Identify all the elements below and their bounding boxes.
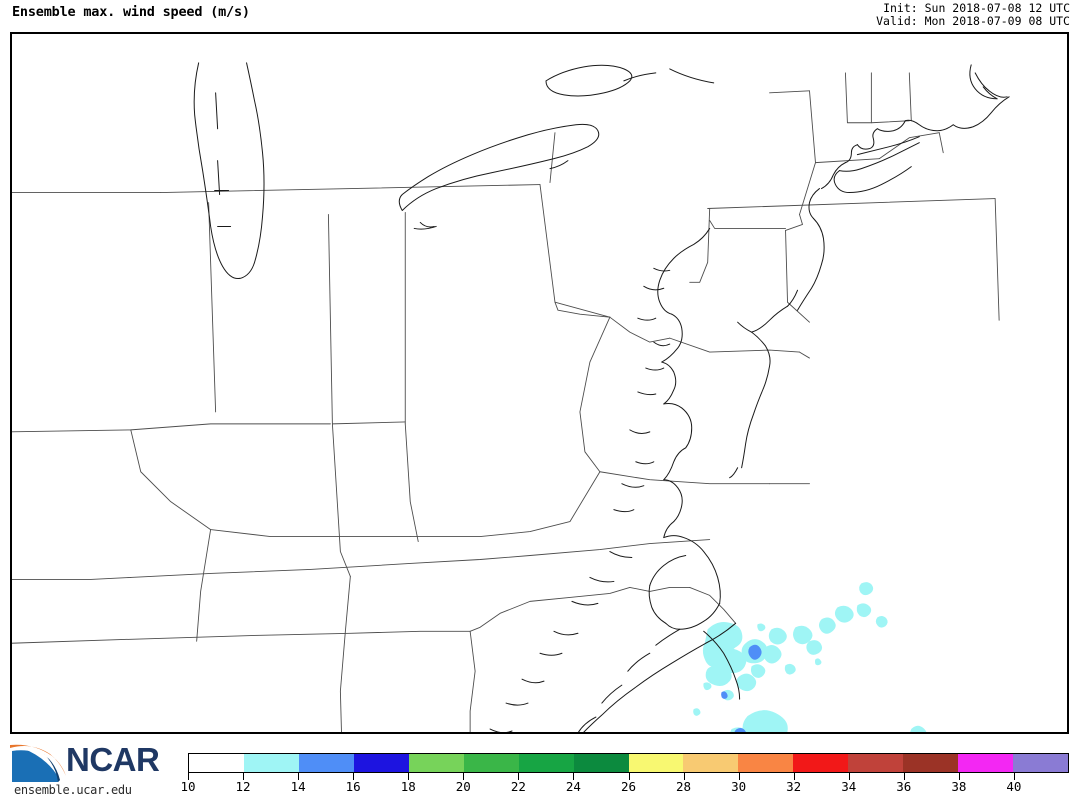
colorbar-band-30-32 [738,754,794,772]
colorbar-tick-28 [683,773,685,780]
colorbar-band-36-38 [903,754,959,772]
ncar-wordmark: NCAR [66,741,160,778]
colorbar-label-30: 30 [731,779,747,794]
colorbar-band-32-34 [793,754,849,772]
map-frame-border [11,33,1068,733]
colorbar-label-28: 28 [676,779,692,794]
colorbar-band-16-18 [353,754,409,772]
ncar-logo[interactable]: NCAR ensemble.ucar.edu [6,741,182,797]
colorbar-label-38: 38 [951,779,967,794]
colorbar-label-20: 20 [455,779,471,794]
coastlines [193,62,1010,733]
colorbar-band-28-30 [683,754,739,772]
colorbar-tick-40 [1013,773,1015,780]
map-panel[interactable] [10,32,1069,734]
wind-shading-band-12-14 [693,582,927,733]
colorbar-label-40: 40 [1006,779,1022,794]
colorbar-tick-labels: 10 12 14 16 18 20 22 24 26 28 30 32 34 36 38 40 [180,779,1069,797]
colorbar-band-40-42 [1013,754,1068,772]
colorbar-tick-26 [628,773,630,780]
colorbar-tick-36 [903,773,905,780]
colorbar-tick-14 [298,773,300,780]
colorbar-label-18: 18 [400,779,416,794]
forecast-timestamps: Init: Sun 2018-07-08 12 UTC Valid: Mon 2… [876,2,1070,28]
colorbar-tick-16 [353,773,355,780]
wind-shading-band-14-16 [721,644,762,733]
colorbar-tick-12 [243,773,245,780]
colorbar-label-12: 12 [235,779,251,794]
ncar-logo-mark [10,744,66,782]
colorbar-label-36: 36 [896,779,912,794]
colorbar-label-22: 22 [510,779,526,794]
colorbar-band-20-22 [463,754,519,772]
colorbar-band-14-16 [298,754,354,772]
colorbar-band-22-24 [518,754,574,772]
colorbar-tick-30 [738,773,740,780]
valid-time-label: Valid: Mon 2018-07-09 08 UTC [876,14,1070,28]
colorbar-band-10-12 [189,754,244,772]
colorbar-tick-34 [848,773,850,780]
colorbar-band-38-40 [958,754,1014,772]
ncar-url-label: ensemble.ucar.edu [14,783,132,797]
colorbar-band-12-14 [243,754,299,772]
colorbar-label-10: 10 [180,779,196,794]
colorbar-tick-20 [463,773,465,780]
init-time-label: Init: Sun 2018-07-08 12 UTC [883,1,1070,15]
colorbar-tick-32 [793,773,795,780]
colorbar-tick-22 [518,773,520,780]
colorbar-band-34-36 [848,754,904,772]
colorbar-band-26-28 [628,754,684,772]
colorbar-label-32: 32 [786,779,802,794]
colorbar-tick-10 [188,773,189,780]
page-title: Ensemble max. wind speed (m/s) [12,4,250,20]
colorbar-label-26: 26 [620,779,637,794]
colorbar-tick-38 [958,773,960,780]
state-borders [11,72,1000,733]
colorbar-ticks [188,773,1069,780]
colorbar-label-16: 16 [345,779,361,794]
colorbar-label-34: 34 [841,779,857,794]
map-canvas[interactable] [11,33,1068,733]
colorbar-label-24: 24 [565,779,581,794]
colorbar-band-24-26 [573,754,629,772]
colorbar[interactable] [188,753,1069,773]
colorbar-tick-24 [573,773,575,780]
colorbar-label-14: 14 [290,779,306,794]
colorbar-band-18-20 [408,754,464,772]
colorbar-tick-18 [408,773,410,780]
